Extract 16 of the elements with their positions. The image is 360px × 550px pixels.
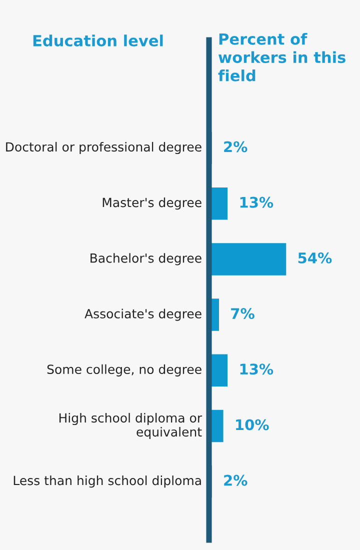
y-tick-label: Bachelor's degree <box>90 253 202 266</box>
data-label: 10% <box>236 419 269 430</box>
y-tick-label: Associate's degree <box>84 308 202 321</box>
data-label: 13% <box>240 364 274 375</box>
y-tick-label: High school diploma or equivalent <box>59 412 202 440</box>
y-tick-label: Some college, no degree <box>47 364 202 376</box>
data-label: 13% <box>240 196 274 208</box>
data-label: 7% <box>231 308 254 320</box>
data-label: 54% <box>298 252 332 264</box>
y-tick-label: Doctoral or professional degree <box>6 142 202 154</box>
y-tick-label: Less than high school diploma <box>14 476 201 488</box>
y-axis-title: Education level <box>33 34 163 46</box>
x-axis-title: Percent of workers in this field <box>218 33 346 82</box>
data-label: 2% <box>224 141 248 152</box>
data-label: 2% <box>224 474 248 486</box>
y-tick-label: Master's degree <box>102 198 202 210</box>
